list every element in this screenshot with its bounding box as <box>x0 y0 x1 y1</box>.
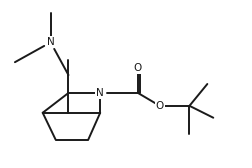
Text: N: N <box>47 37 54 47</box>
Text: O: O <box>134 63 142 73</box>
Text: N: N <box>96 88 104 98</box>
Text: O: O <box>155 101 164 111</box>
